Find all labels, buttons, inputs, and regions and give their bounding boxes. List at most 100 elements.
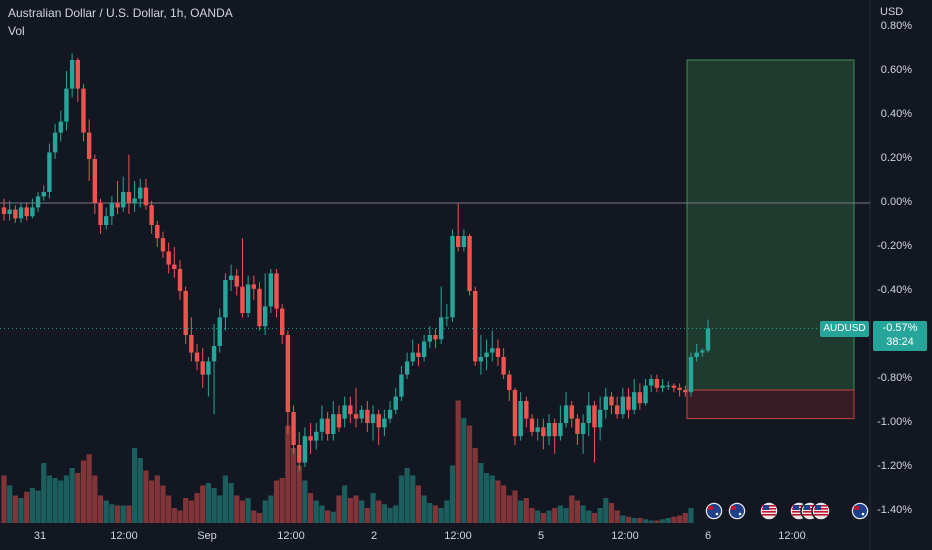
candle-body — [75, 60, 81, 89]
volume-bar — [472, 448, 478, 523]
volume-bar — [114, 505, 121, 523]
candle-body — [319, 418, 325, 432]
au-flag-icon-union — [854, 506, 859, 510]
candle-body — [626, 396, 631, 410]
candle-body — [30, 207, 35, 217]
candle-body — [490, 348, 495, 353]
volume-bar — [46, 475, 53, 523]
time-tick-label: 12:00 — [444, 530, 472, 542]
volume-bar — [580, 505, 586, 523]
volume-bar — [137, 458, 143, 523]
volume-bar — [489, 475, 495, 523]
volume-bar — [41, 463, 47, 523]
volume-bar — [279, 478, 285, 523]
volume-bar — [290, 448, 297, 523]
volume-bar — [126, 505, 132, 523]
candle-body — [688, 357, 694, 393]
candle-body — [1, 207, 7, 214]
time-tick-label: Sep — [197, 530, 217, 542]
au-flag-icon-union — [708, 506, 713, 510]
volume-bar — [313, 500, 319, 523]
us-flag-icon-stripe — [762, 514, 776, 516]
volume-bar — [131, 448, 138, 523]
au-flag-icon-star — [861, 512, 865, 516]
us-flag-icon-stripe — [803, 514, 817, 516]
candle-body — [109, 203, 115, 217]
candle-body — [404, 361, 410, 375]
volume-bar — [552, 508, 558, 523]
volume-bar — [677, 515, 683, 523]
candle-body — [660, 385, 665, 388]
volume-bar — [24, 491, 30, 523]
candle-body — [461, 236, 467, 247]
volume-bar — [296, 465, 302, 523]
candle-body — [518, 401, 523, 437]
us-flag-icon-stripe — [814, 511, 828, 513]
time-tick-label: 12:00 — [778, 530, 806, 542]
candle-body — [211, 346, 217, 362]
candle-body — [251, 284, 257, 289]
volume-bar — [449, 465, 456, 523]
volume-bar — [239, 500, 246, 523]
candle-body — [52, 132, 58, 153]
candle-body — [569, 405, 574, 419]
us-flag-icon-canton — [815, 505, 821, 510]
volume-bar — [97, 495, 104, 523]
candle-body — [666, 385, 671, 387]
candle-body — [257, 288, 262, 327]
candle-body — [438, 317, 444, 340]
volume-bar — [120, 505, 126, 523]
volume-bar — [342, 485, 348, 523]
volume-bar — [603, 498, 609, 523]
volume-bar — [285, 425, 291, 523]
volume-bar — [495, 480, 501, 523]
candle-body — [103, 216, 109, 225]
symbol-badge: AUDUSD — [820, 321, 869, 337]
volume-bar — [12, 495, 18, 523]
volume-bar — [166, 495, 172, 523]
volume-bar — [171, 508, 177, 523]
bar-countdown: 38:24 — [886, 336, 914, 348]
candle-body — [376, 414, 381, 428]
price-tick-label: -1.20% — [877, 460, 912, 472]
candle-body — [387, 409, 393, 419]
candle-body — [138, 187, 143, 199]
volume-bar — [478, 463, 484, 523]
candle-body — [7, 209, 12, 214]
volume-bar — [194, 493, 200, 523]
time-tick-label: 6 — [704, 530, 712, 542]
candle-body — [240, 286, 245, 313]
volume-bar — [52, 478, 58, 523]
candle-body — [671, 385, 677, 388]
volume-bar — [688, 508, 694, 523]
us-flag-icon-canton — [763, 505, 769, 510]
volume-bar — [608, 503, 615, 523]
volume-bar — [217, 495, 223, 523]
volume-bar — [160, 485, 166, 523]
candle-body — [189, 335, 194, 353]
volume-bar — [483, 473, 490, 523]
volume-bar — [620, 515, 626, 523]
candle-body — [597, 409, 603, 428]
candle-body — [421, 341, 427, 357]
volume-bar — [512, 490, 518, 523]
candle-body — [223, 280, 228, 318]
candle-body — [614, 405, 620, 415]
volume-bar — [302, 480, 308, 523]
candle-body — [603, 396, 609, 410]
us-flag-icon-stripe — [803, 511, 817, 513]
volume-bar — [307, 493, 314, 523]
candle-body — [541, 427, 546, 437]
candle-body — [529, 418, 535, 432]
candle-body — [631, 392, 637, 410]
volume-bar — [273, 480, 280, 523]
candle-body — [365, 409, 370, 423]
volume-bar — [109, 504, 115, 523]
candle-body — [410, 352, 415, 362]
volume-bar — [336, 495, 342, 523]
candle-body — [291, 412, 296, 445]
candle-body — [501, 357, 506, 375]
candle-body — [228, 275, 234, 280]
candle-body — [450, 236, 455, 318]
